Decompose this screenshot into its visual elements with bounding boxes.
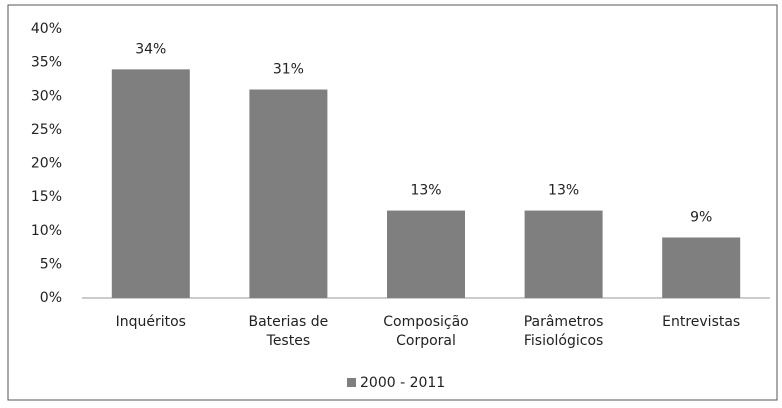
legend-label: 2000 - 2011: [360, 375, 445, 391]
legend-swatch: [347, 378, 356, 387]
x-tick-label: Inquéritos: [115, 314, 186, 330]
y-tick-label: 5%: [40, 256, 62, 272]
bar: [662, 237, 741, 298]
y-tick-label: 10%: [31, 223, 62, 239]
value-label: 34%: [135, 41, 166, 57]
value-label: 9%: [690, 209, 712, 225]
bar: [387, 210, 465, 298]
value-label: 13%: [410, 183, 441, 199]
y-tick-label: 40%: [31, 21, 62, 37]
x-tick-label: Baterias de Testes: [248, 314, 329, 349]
y-tick-label: 30%: [31, 88, 62, 104]
x-tick-label: Composição Corporal: [383, 314, 469, 349]
bar: [111, 69, 190, 298]
value-label: 13%: [548, 183, 579, 199]
y-tick-label: 35%: [31, 55, 62, 71]
value-label: 31%: [273, 62, 304, 78]
y-tick-label: 20%: [31, 156, 62, 172]
bar: [249, 89, 328, 299]
chart-border: [7, 4, 778, 401]
y-tick-label: 25%: [31, 122, 62, 138]
x-tick-label: Parâmetros Fisiológicos: [523, 314, 604, 349]
y-tick-label: 15%: [31, 189, 62, 205]
y-tick-label: 0%: [40, 290, 62, 306]
x-tick-label: Entrevistas: [662, 314, 741, 330]
bar: [524, 210, 603, 298]
